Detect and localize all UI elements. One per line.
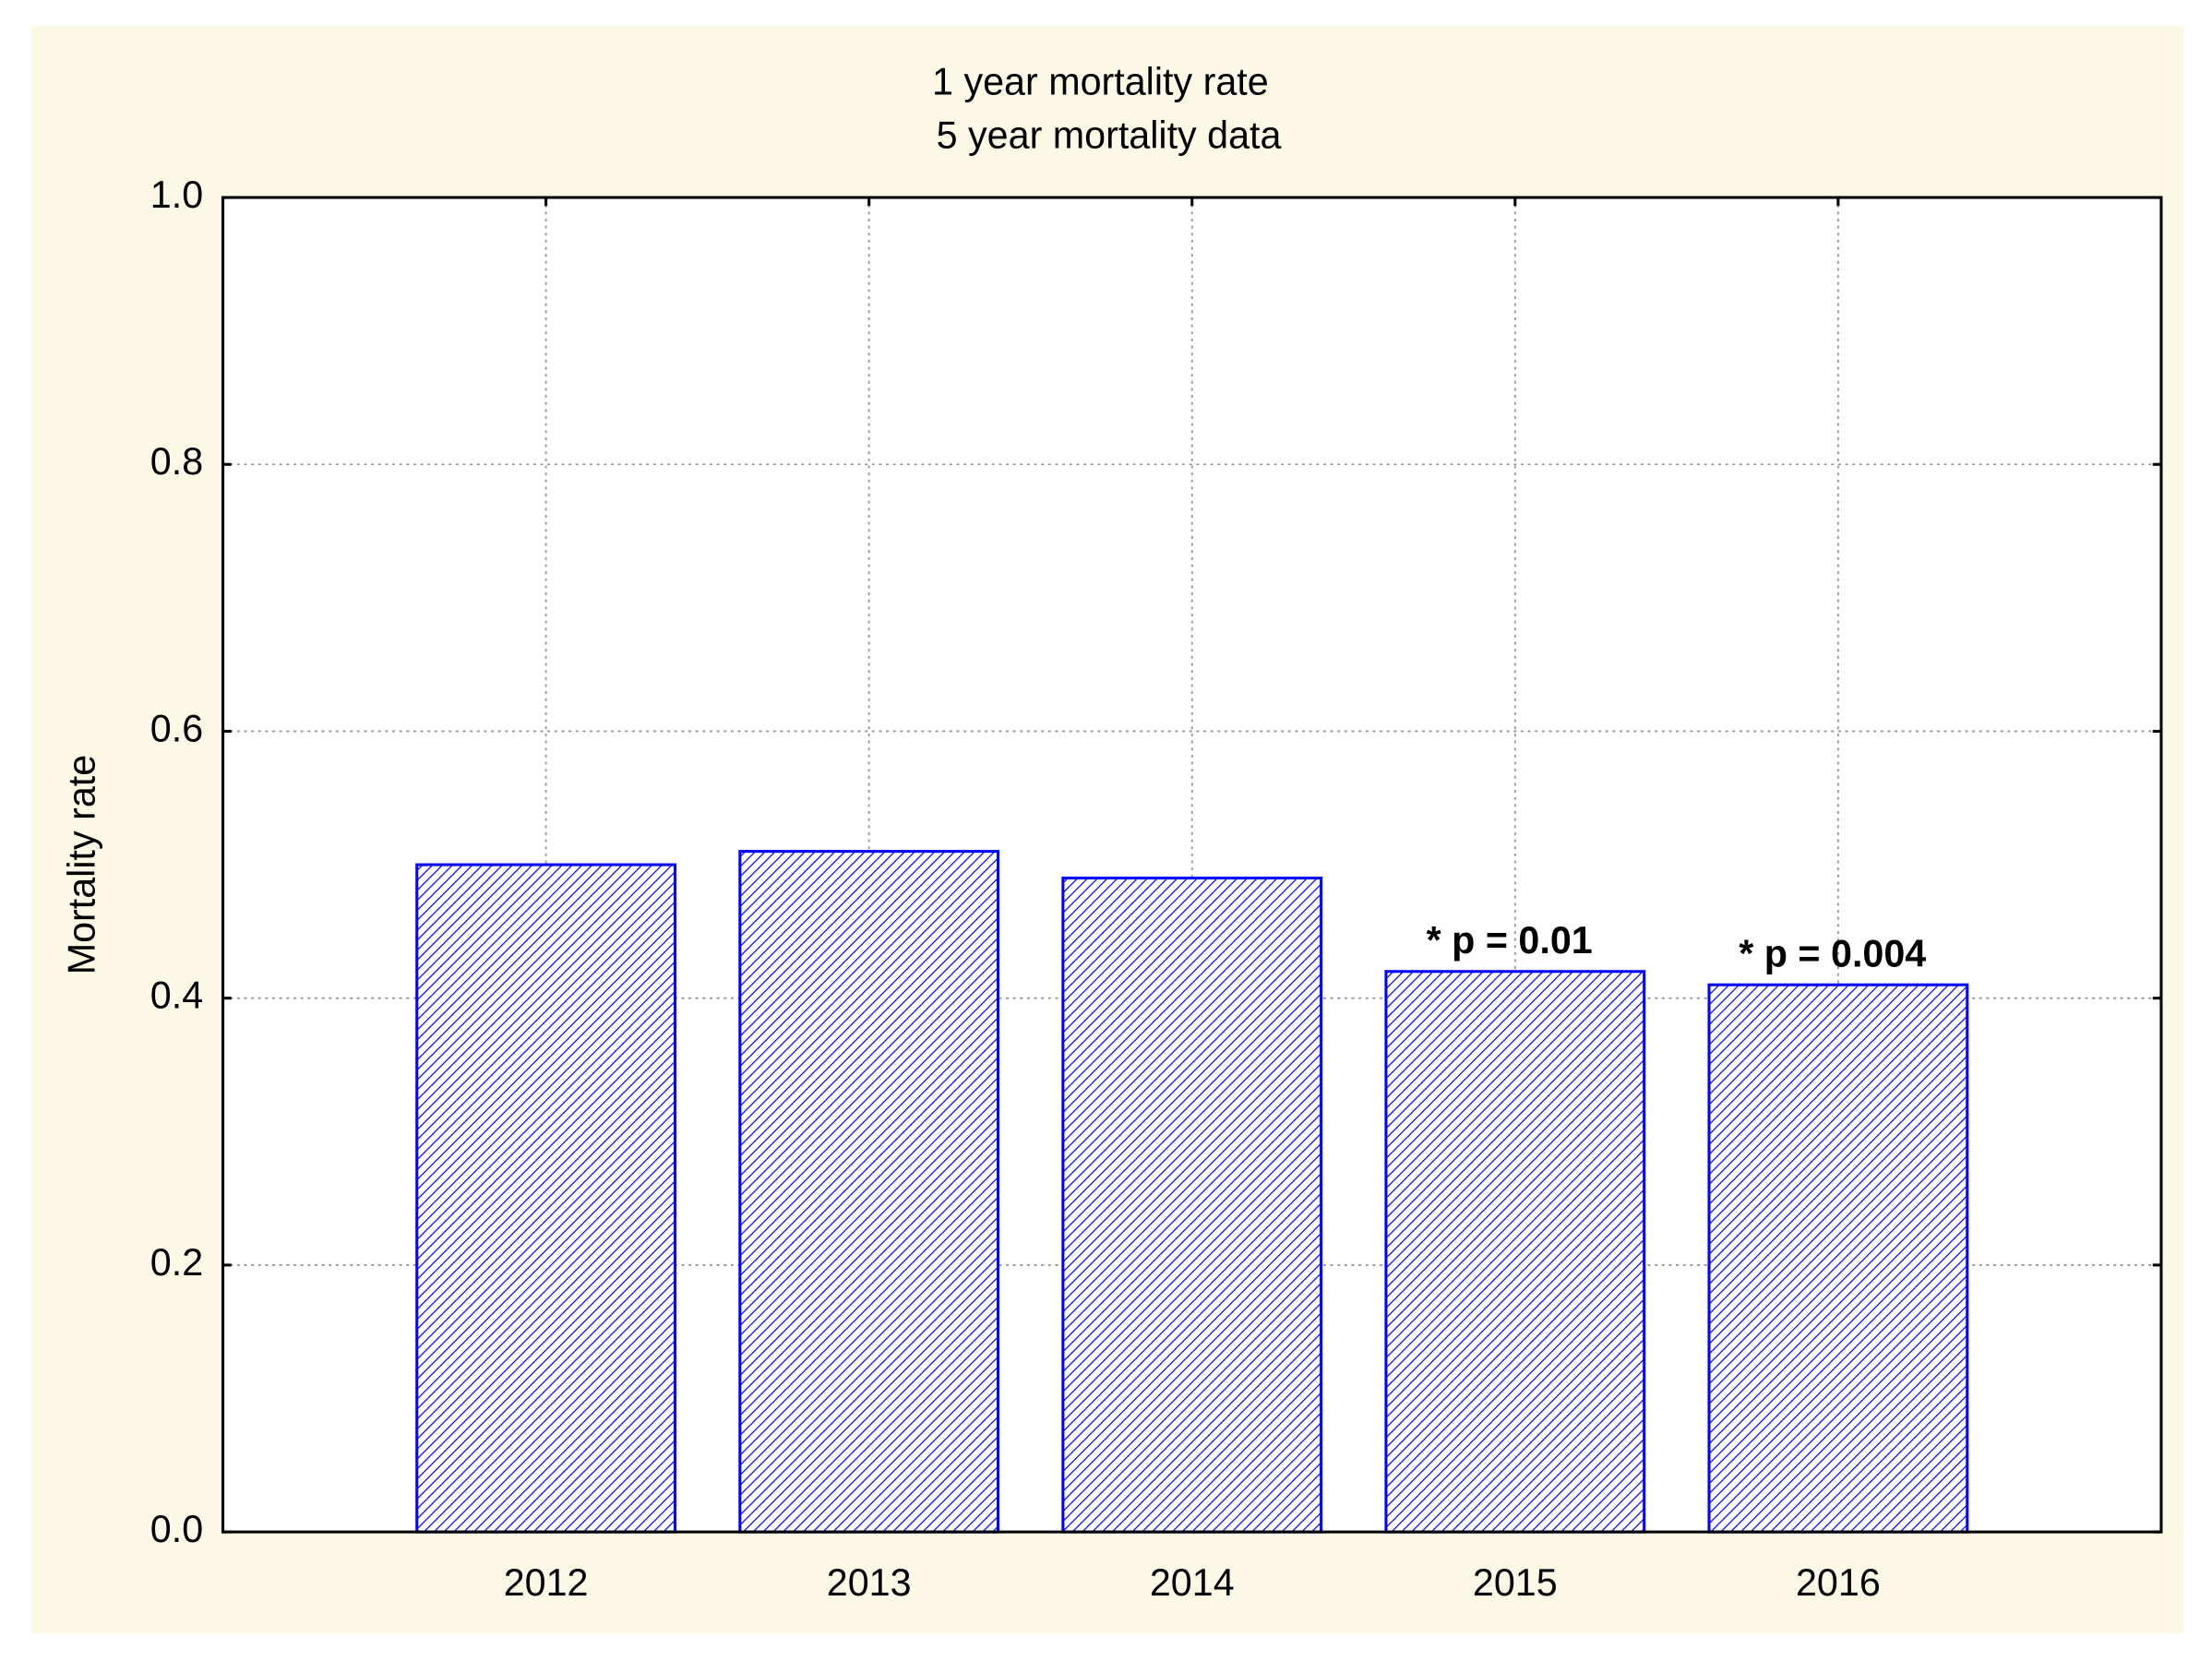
bar: [1707, 983, 1969, 1534]
chart-subtitle: 5 year mortality data: [937, 114, 1282, 157]
x-tick-label: 2013: [827, 1561, 912, 1604]
x-tick-label: 2014: [1150, 1561, 1235, 1604]
y-tick-label: 0.4: [150, 974, 203, 1017]
y-axis-label: Mortality rate: [61, 755, 103, 975]
bar: [415, 863, 677, 1534]
annotation: * p = 0.01: [1427, 919, 1593, 962]
bar: [1384, 970, 1646, 1534]
x-tick-label: 2016: [1796, 1561, 1881, 1604]
y-tick-label: 1.0: [150, 173, 203, 216]
y-tick-label: 0.0: [150, 1508, 203, 1550]
chart-title: 1 year mortality rate: [932, 61, 1269, 103]
x-tick-label: 2012: [504, 1561, 589, 1604]
bar: [738, 850, 1000, 1534]
y-tick-label: 0.8: [150, 440, 203, 483]
x-tick-label: 2015: [1473, 1561, 1558, 1604]
y-tick-label: 0.6: [150, 707, 203, 749]
bar: [1061, 877, 1323, 1534]
plot-frame: [221, 196, 2163, 1534]
annotation: * p = 0.004: [1739, 933, 1926, 975]
y-tick-label: 0.2: [150, 1241, 203, 1284]
